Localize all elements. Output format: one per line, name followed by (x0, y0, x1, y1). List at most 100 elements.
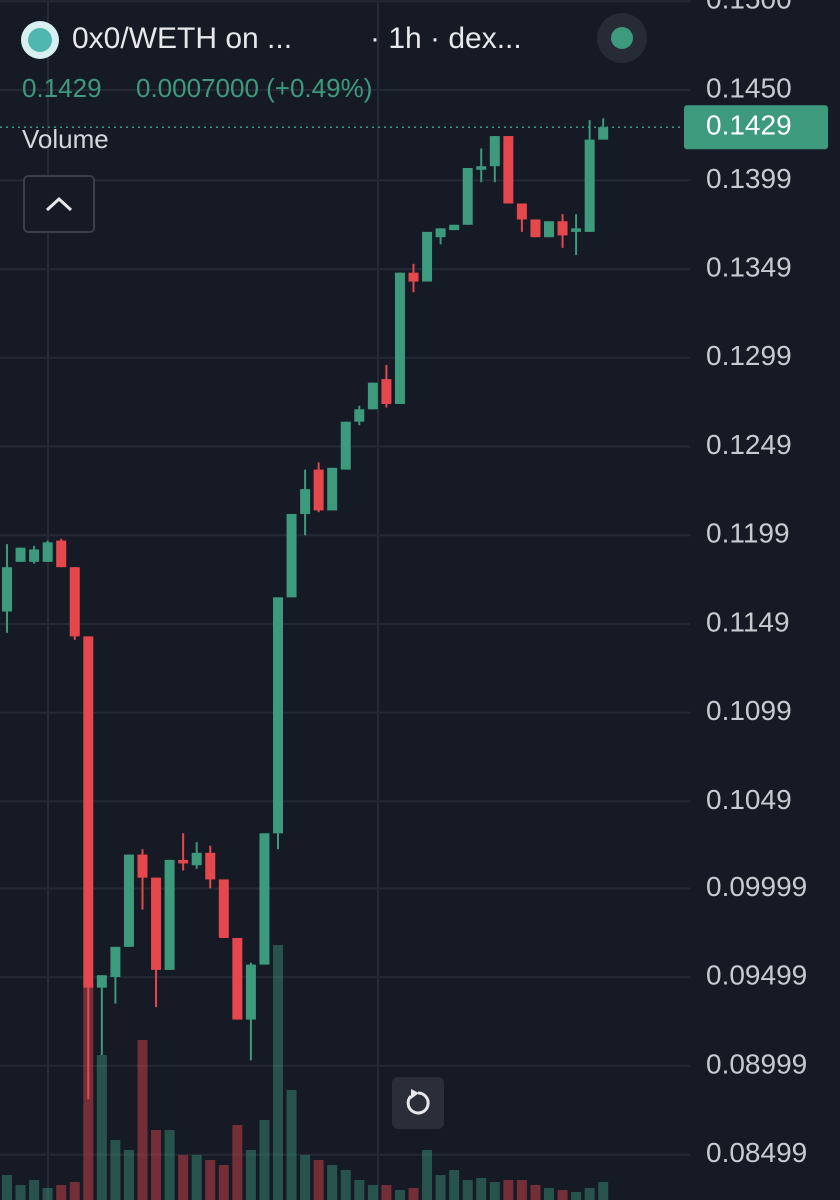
candle-body (232, 937, 243, 1020)
candle-body (245, 964, 256, 1020)
reset-arrow (411, 1089, 419, 1099)
chart-subtitle: · 1h · dex... (370, 22, 522, 55)
price-tag (684, 105, 828, 150)
price-tag-label: 0.1429 (706, 110, 792, 141)
candle-body (557, 221, 568, 236)
volume-bar (178, 1155, 189, 1200)
volume-bar (259, 1120, 270, 1200)
candle-body (544, 221, 554, 238)
volume-bar (15, 1185, 26, 1200)
volume-bar (2, 1175, 12, 1200)
candle-body (83, 636, 94, 988)
volume-bar (340, 1170, 351, 1200)
token-icon-inner (28, 28, 52, 52)
candle-body (408, 272, 419, 282)
y-tick-label: 0.1049 (706, 784, 792, 815)
volume-bar (245, 1150, 256, 1200)
candle-body (381, 379, 392, 404)
volume-bar (422, 1150, 433, 1200)
candle-body (313, 469, 324, 511)
volume-bar (137, 1040, 148, 1200)
candle-body (462, 168, 473, 225)
volume-bar (29, 1180, 40, 1200)
collapse-button[interactable] (23, 175, 95, 233)
candle-body (191, 852, 202, 866)
volume-bar (69, 1182, 80, 1200)
candle-body (354, 409, 365, 422)
y-tick-label: 0.1399 (706, 163, 792, 194)
candle-body (218, 879, 229, 938)
volume-bar (584, 1188, 595, 1200)
y-tick-label: 0.09999 (706, 871, 807, 902)
axis-layer: 0.1500 0.1450 0.1399 0.1349 0.1299 0.1249 0.11… (0, 0, 828, 1168)
candle-body (29, 549, 40, 562)
chart-title: 0x0/WETH on ... (72, 22, 292, 55)
volume-bar (489, 1182, 500, 1200)
reset-button[interactable] (392, 1077, 444, 1129)
candle-body (584, 139, 595, 232)
chevron-icon (45, 196, 73, 212)
volume-bar (273, 945, 283, 1200)
volume-bar (571, 1192, 582, 1200)
candle-body (178, 859, 189, 864)
volume-bar (232, 1125, 243, 1200)
y-tick-label: 0.08999 (706, 1048, 807, 1079)
y-tick-label: 0.1500 (706, 0, 792, 15)
volume-bar (435, 1175, 446, 1200)
volume-bar (530, 1185, 541, 1200)
volume-bar (557, 1190, 568, 1200)
candle-body (96, 975, 107, 988)
candle-body (151, 877, 162, 970)
candle-body (300, 489, 311, 514)
candle-body (394, 272, 405, 404)
volume-bar (164, 1130, 175, 1200)
y-tick-label: 0.1099 (706, 695, 792, 726)
candle-body (273, 597, 283, 834)
volume-bar (110, 1140, 121, 1200)
volume-bar (286, 1090, 297, 1200)
candle-body (164, 859, 175, 970)
volume-bar (313, 1160, 324, 1200)
volume-bar (598, 1182, 609, 1200)
volume-bar (218, 1165, 229, 1200)
y-tick-label: 0.08499 (706, 1137, 807, 1168)
volume-bar (123, 1150, 134, 1200)
volume-bar (300, 1155, 311, 1200)
candle-body (110, 946, 121, 977)
y-tick-label: 0.1299 (706, 340, 792, 371)
reset-icon (406, 1091, 430, 1115)
volume-bar (205, 1160, 216, 1200)
candle-body (449, 224, 460, 231)
grid-layer (0, 0, 690, 1156)
volume-bar (408, 1188, 419, 1200)
candle-body (571, 228, 582, 232)
candle-body (530, 219, 541, 238)
volume-bar (56, 1185, 67, 1200)
last-price: 0.1429 (22, 73, 102, 103)
candle-body (15, 547, 26, 562)
volume-bar (327, 1165, 338, 1200)
status-dot (611, 27, 633, 49)
candle-body (69, 567, 80, 637)
volume-label: Volume (22, 124, 109, 154)
candle-body (56, 540, 67, 568)
volume-bar (503, 1180, 514, 1200)
y-tick-label: 0.1249 (706, 429, 792, 460)
volume-bar (516, 1180, 527, 1200)
candle-body (259, 833, 270, 965)
candle-body (516, 203, 527, 220)
candle-body (123, 854, 134, 947)
price-change: 0.0007000 (+0.49%) (136, 73, 372, 103)
candle-body (205, 852, 216, 880)
volume-bar (151, 1130, 162, 1200)
volume-bar (367, 1185, 378, 1200)
candle-body (286, 513, 297, 598)
y-tick-label: 0.1349 (706, 252, 792, 283)
candle-body (137, 854, 148, 878)
y-tick-label: 0.09499 (706, 960, 807, 991)
y-tick-label: 0.1199 (706, 518, 790, 549)
candle-body (435, 228, 446, 238)
